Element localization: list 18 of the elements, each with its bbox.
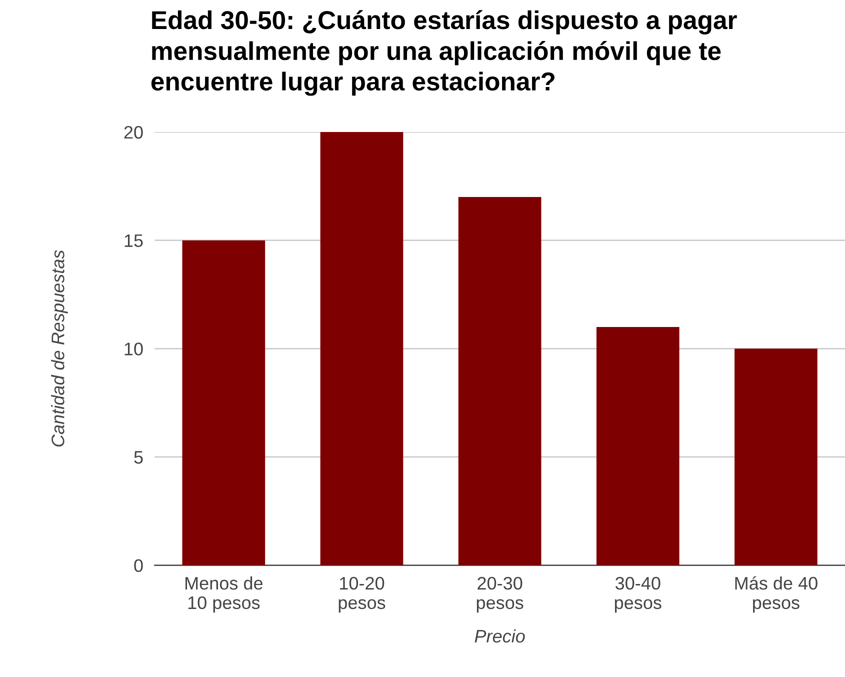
- y-tick-label: 10: [124, 342, 143, 356]
- y-tick-label: 5: [134, 451, 143, 464]
- bar: [596, 326, 680, 566]
- x-tick-label: Menos de 10 pesos: [186, 576, 263, 613]
- x-tick-label: 30-40 pesos: [614, 576, 662, 613]
- x-tick-label: 20-30 pesos: [476, 576, 524, 613]
- y-tick-label: 20: [124, 126, 143, 139]
- y-tick-label: 15: [124, 234, 143, 248]
- bar: [458, 197, 542, 566]
- x-axis-title: Precio: [474, 629, 525, 643]
- y-axis-title: Cantidad de Respuestas: [51, 250, 68, 447]
- chart-title: Edad 30-50: ¿Cuánto estarías dispuesto a pagar mensualmente por una aplicación móvil que te encuentre lugar para estacionar?: [151, 10, 737, 96]
- bar: [320, 132, 404, 566]
- x-tick-label: Más de 40 pesos: [735, 576, 818, 613]
- x-tick-label: 10-20 pesos: [338, 576, 386, 613]
- bar: [734, 348, 818, 566]
- bar: [182, 240, 266, 566]
- y-tick-label: 0: [134, 559, 143, 572]
